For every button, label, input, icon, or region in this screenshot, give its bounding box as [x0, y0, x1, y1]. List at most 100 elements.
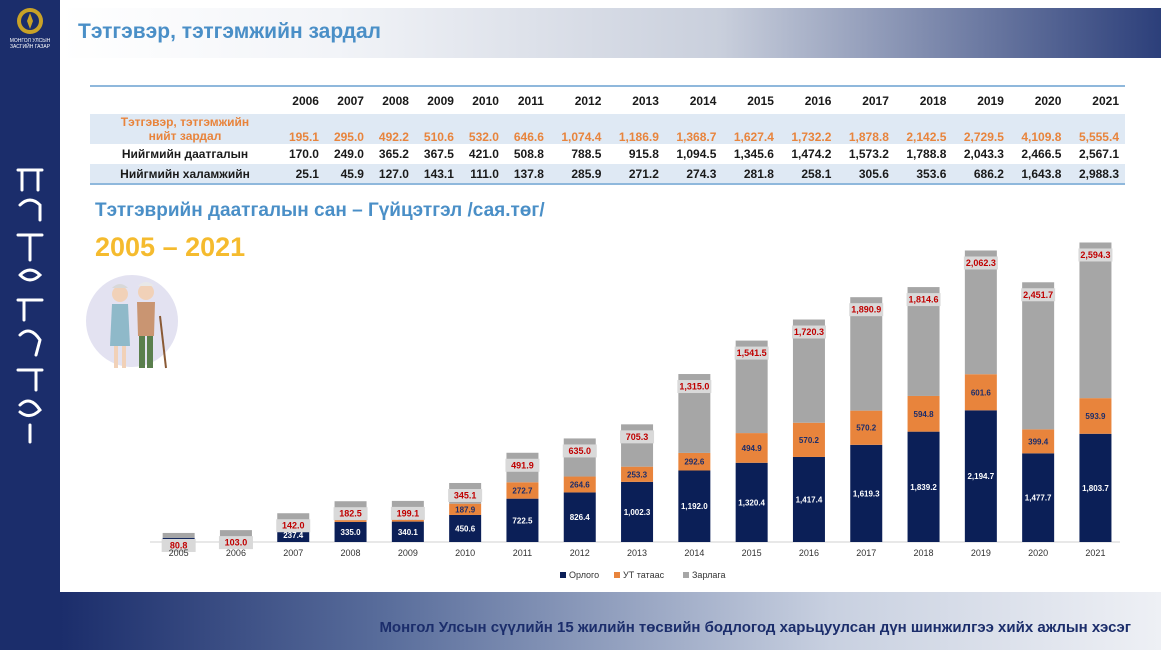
- mongolian-script-slogan: [16, 168, 44, 444]
- table-cell: 1,788.8: [906, 147, 947, 161]
- bar-Зарлага-2021: [1079, 242, 1112, 399]
- table-cell: 492.2: [369, 114, 415, 144]
- data-label: 182.5: [339, 509, 362, 519]
- table-cell: 258.1: [779, 164, 838, 185]
- x-tick-label: 2021: [1085, 548, 1105, 558]
- table-cell: 295.0: [324, 114, 370, 144]
- table-cell: 1,074.4: [549, 114, 608, 144]
- table-header-row: 2006 2007 2008 2009 2010 2011 2012 2013 2014 2015…: [90, 85, 1125, 114]
- table-cell: 4,109.8: [1009, 114, 1068, 144]
- data-label-bg: [161, 538, 196, 552]
- data-label: 1,320.4: [738, 498, 765, 507]
- table-year-header: 2017: [837, 85, 895, 114]
- x-tick-label: 2010: [455, 548, 475, 558]
- elderly-couple-illustration: [86, 275, 178, 369]
- data-label: 594.8: [914, 410, 935, 419]
- bar-Орлого-2020: [1022, 453, 1055, 542]
- data-label: 264.6: [570, 480, 591, 489]
- table-year-header: 2020: [1009, 85, 1068, 114]
- data-label-bg: [562, 444, 597, 458]
- header-bar: Тэтгэвэр, тэтгэмжийн зардал: [60, 8, 1161, 58]
- bar-Орлого-2014: [678, 470, 711, 542]
- x-tick-label: 2018: [914, 548, 934, 558]
- org-name-line2: ЗАСГИЙН ГАЗАР: [9, 44, 51, 50]
- bar-УТ-татаас-2015: [735, 433, 768, 463]
- footer-text: Монгол Улсын сүүлийн 15 жилийн төсвийн б…: [379, 619, 1131, 636]
- data-label: 593.9: [1085, 412, 1106, 421]
- table-cell: 2,466.5: [1021, 147, 1062, 161]
- data-label: 142.0: [282, 521, 305, 531]
- bar-Зарлага-2006: [219, 530, 252, 537]
- data-label: 399.4: [1028, 437, 1049, 446]
- data-label: 491.9: [511, 460, 534, 470]
- table-cell: 367.5: [423, 147, 454, 161]
- table-cell: 421.0: [468, 147, 499, 161]
- bar-Орлого-2010: [449, 514, 482, 542]
- table-cell: 510.6: [414, 114, 460, 144]
- table-year-header: 2008: [369, 85, 415, 114]
- table-year-header: 2021: [1067, 85, 1125, 114]
- bar-Орлого-2013: [621, 481, 654, 542]
- table-cell: 2,043.3: [963, 147, 1004, 161]
- bar-Орлого-2015: [735, 462, 768, 542]
- table-cell: 365.2: [378, 147, 409, 161]
- table-cell: 508.8: [513, 147, 544, 161]
- data-label: 345.1: [454, 490, 477, 500]
- data-label: 253.3: [627, 470, 648, 479]
- table-cell: 646.6: [504, 114, 550, 144]
- table-cell: 2,142.5: [894, 114, 953, 144]
- data-label: 1,619.3: [853, 489, 880, 498]
- table-cell: 170.0: [288, 147, 319, 161]
- x-tick-label: 2008: [341, 548, 361, 558]
- table-year-header: 2007: [324, 85, 370, 114]
- x-tick-label: 2014: [684, 548, 704, 558]
- chart-period: 2005 – 2021: [95, 232, 246, 262]
- legend-swatch: [560, 572, 566, 578]
- table-year-header: 2013: [607, 85, 665, 114]
- table-cell: 2,567.1: [1078, 147, 1119, 161]
- table-cell: 1,732.2: [779, 114, 838, 144]
- data-label-bg: [849, 303, 884, 317]
- data-label: 2,062.3: [966, 258, 996, 268]
- table-cell: 353.6: [894, 164, 953, 185]
- data-label-bg: [448, 488, 483, 502]
- bar-УТ-татаас-2010: [449, 503, 482, 515]
- state-emblem-icon: [17, 8, 43, 34]
- data-label: 570.2: [856, 424, 877, 433]
- table-year-header: 2018: [894, 85, 953, 114]
- table-cell: 2,729.5: [952, 114, 1010, 144]
- data-label: 1,541.5: [737, 348, 767, 358]
- data-label-bg: [734, 346, 769, 360]
- table-cell: 1,186.9: [607, 114, 665, 144]
- bar-Зарлага-2019: [964, 250, 997, 375]
- x-tick-label: 2020: [1028, 548, 1048, 558]
- data-label: 494.9: [742, 444, 763, 453]
- chart-subtitle: Тэтгэврийн даатгалын сан – Гүйцэтгэл /са…: [95, 200, 545, 221]
- x-tick-label: 2013: [627, 548, 647, 558]
- data-label: 1,002.3: [624, 508, 651, 517]
- table-cell: 285.9: [549, 164, 608, 185]
- bar-Зарлага-2007: [277, 513, 310, 522]
- table-cell: 1,573.2: [848, 147, 889, 161]
- data-label-bg: [505, 458, 540, 472]
- row-label-line: Нийгмийн халамжийн: [120, 166, 250, 181]
- table-cell: 2,988.3: [1067, 164, 1125, 185]
- data-label: 1,315.0: [679, 382, 709, 392]
- table-cell: 281.8: [722, 164, 780, 185]
- data-label: 340.1: [398, 528, 419, 537]
- bar-Орлого-2018: [907, 431, 940, 542]
- table-cell: 915.8: [628, 147, 659, 161]
- data-label: 1,720.3: [794, 327, 824, 337]
- table-cell: 1,878.8: [837, 114, 895, 144]
- bar-УТ-татаас-2016: [792, 422, 825, 457]
- legend-label: Орлого: [569, 570, 599, 580]
- table-cell: 5,555.4: [1067, 114, 1125, 144]
- bar-Зарлага-2012: [563, 438, 596, 477]
- table-cell: 271.2: [607, 164, 665, 185]
- data-label: 1,192.0: [681, 502, 708, 511]
- data-label-bg: [677, 380, 712, 394]
- bar-Зарлага-2008: [334, 501, 367, 513]
- row-label-line: нийт зардал: [148, 129, 222, 143]
- data-label: 722.5: [512, 516, 533, 525]
- sidebar: МОНГОЛ УЛСЫН ЗАСГИЙН ГАЗАР: [0, 0, 60, 650]
